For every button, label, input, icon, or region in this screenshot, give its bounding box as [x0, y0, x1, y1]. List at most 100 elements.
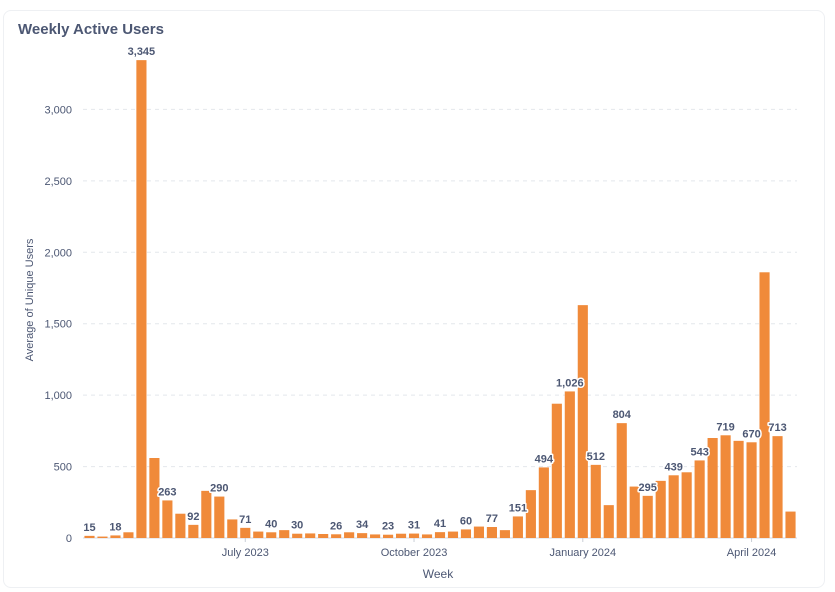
- bar[interactable]: [681, 472, 692, 538]
- bar[interactable]: [408, 533, 420, 538]
- data-labels: 15 18 3,345 263 92 290 71 40 30 26 34 23 31 41 60 77 151…: [82, 45, 788, 536]
- data-label: 1,026: [556, 377, 584, 389]
- bar[interactable]: [318, 534, 329, 538]
- bar[interactable]: [564, 391, 575, 538]
- bar[interactable]: [707, 438, 718, 538]
- x-tick-label: January 2024: [549, 547, 616, 559]
- data-label: 543: [690, 446, 708, 458]
- data-label: 290: [210, 483, 228, 495]
- y-tick-label: 0: [66, 533, 72, 545]
- y-tick-label: 2,500: [44, 176, 72, 188]
- data-label: 295: [639, 482, 657, 494]
- data-label: 670: [742, 428, 760, 440]
- data-label: 439: [664, 461, 682, 473]
- x-tick-label: October 2023: [381, 547, 448, 559]
- bar[interactable]: [292, 533, 303, 538]
- bar[interactable]: [733, 440, 744, 538]
- y-axis: 0 500 1,000 1,500 2,000 2,500 3,000: [44, 104, 72, 545]
- bar[interactable]: [603, 505, 614, 538]
- bars: [84, 60, 796, 538]
- bar[interactable]: [694, 460, 705, 538]
- data-label: 713: [768, 422, 786, 434]
- data-label: 92: [187, 511, 199, 523]
- bar[interactable]: [668, 475, 679, 538]
- bar[interactable]: [266, 532, 277, 538]
- data-label: 3,345: [128, 46, 156, 58]
- data-label: 31: [408, 520, 420, 532]
- data-label: 77: [486, 513, 498, 525]
- y-tick-label: 1,500: [44, 319, 72, 331]
- bar[interactable]: [240, 527, 251, 538]
- data-label: 60: [460, 515, 472, 527]
- bar[interactable]: [162, 500, 173, 538]
- bar[interactable]: [473, 526, 485, 538]
- data-label: 41: [434, 518, 446, 530]
- bar[interactable]: [123, 532, 134, 538]
- y-axis-title: Average of Unique Users: [24, 238, 36, 361]
- data-label: 18: [109, 521, 121, 533]
- data-label: 804: [613, 409, 632, 421]
- bar[interactable]: [447, 531, 459, 538]
- bar[interactable]: [84, 535, 95, 538]
- data-label: 512: [587, 451, 605, 463]
- bar[interactable]: [370, 534, 381, 538]
- data-label: 71: [239, 514, 251, 526]
- data-label: 26: [330, 520, 342, 532]
- bar[interactable]: [188, 524, 199, 538]
- data-label: 34: [356, 519, 369, 531]
- bar[interactable]: [759, 272, 770, 538]
- bar[interactable]: [629, 486, 640, 538]
- data-label: 719: [716, 421, 734, 433]
- bar[interactable]: [551, 403, 562, 538]
- bar[interactable]: [344, 532, 355, 538]
- bar[interactable]: [590, 464, 601, 538]
- bar[interactable]: [486, 527, 497, 538]
- x-axis: July 2023 October 2023 January 2024 April 2…: [222, 538, 777, 559]
- bar[interactable]: [110, 535, 121, 538]
- bar[interactable]: [227, 519, 238, 538]
- data-label: 263: [158, 486, 176, 498]
- bar[interactable]: [772, 436, 783, 538]
- bar[interactable]: [460, 529, 472, 538]
- bar[interactable]: [305, 533, 316, 538]
- bar[interactable]: [201, 490, 212, 538]
- bar[interactable]: [785, 511, 796, 538]
- bar[interactable]: [383, 534, 394, 538]
- bar[interactable]: [214, 496, 225, 538]
- bar[interactable]: [525, 490, 536, 538]
- bar[interactable]: [279, 530, 290, 538]
- bar[interactable]: [538, 467, 549, 538]
- chart-title: Weekly Active Users: [18, 21, 164, 38]
- bar[interactable]: [720, 435, 731, 538]
- bar[interactable]: [357, 533, 368, 538]
- data-label: 15: [83, 522, 95, 534]
- y-tick-label: 3,000: [44, 104, 72, 116]
- bar[interactable]: [421, 534, 433, 538]
- x-axis-title: Week: [423, 567, 454, 581]
- x-tick-label: April 2024: [727, 547, 777, 559]
- bar[interactable]: [499, 530, 510, 538]
- bar[interactable]: [655, 480, 666, 538]
- bar[interactable]: [253, 531, 264, 538]
- bar[interactable]: [642, 495, 653, 538]
- bar[interactable]: [616, 423, 627, 538]
- data-label: 30: [291, 520, 303, 532]
- data-label: 151: [509, 502, 527, 514]
- bar[interactable]: [136, 60, 147, 538]
- bar[interactable]: [97, 536, 108, 538]
- data-label: 40: [265, 518, 277, 530]
- bar[interactable]: [395, 533, 407, 538]
- bar[interactable]: [434, 532, 446, 538]
- y-tick-label: 1,000: [44, 390, 72, 402]
- data-label: 23: [382, 521, 394, 533]
- y-tick-label: 2,000: [44, 247, 72, 259]
- y-tick-label: 500: [54, 462, 72, 474]
- x-tick-label: July 2023: [222, 547, 269, 559]
- bar[interactable]: [175, 513, 186, 538]
- bar[interactable]: [512, 516, 523, 538]
- bar[interactable]: [746, 442, 757, 538]
- bar[interactable]: [331, 534, 342, 538]
- bar[interactable]: [149, 458, 160, 538]
- bar[interactable]: [577, 305, 588, 538]
